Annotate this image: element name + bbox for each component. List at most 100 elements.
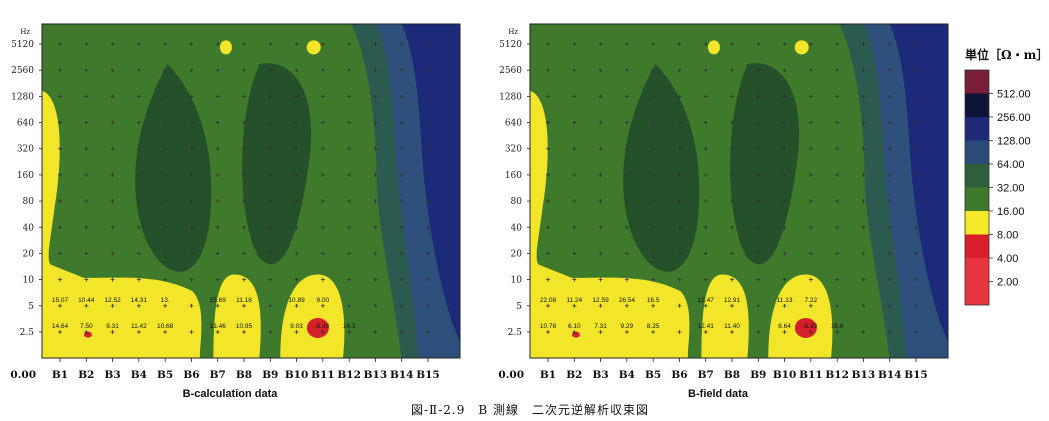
left-x-tick-label: B8: [236, 369, 252, 381]
right-x-tick-label: B13: [852, 369, 876, 381]
right-x-tick-label: B8: [724, 369, 740, 381]
right-y-tick-label: 40: [511, 223, 523, 233]
legend-swatch-above_512: [965, 70, 989, 94]
right-chart-panel: 22.08 11.24 12.59 26.54 16.5 12.47 12.91 11.13 7…: [488, 0, 958, 405]
right-cell-value: 11.24: [566, 297, 582, 304]
right-x-tick-label: B4: [619, 369, 635, 381]
left-y-tick-label: 80: [23, 197, 35, 207]
left-x-tick-label: B11: [311, 369, 335, 381]
left-cell-value: 10.95: [236, 323, 253, 330]
right-x-tick-label: B5: [645, 369, 661, 381]
right-x-axis: 0.00 B1 B2 B3 B4 B5 B6 B7 B8 B9 B10 B11 B12 B13 B14 B15: [498, 358, 928, 381]
legend-swatch-256: [965, 117, 989, 141]
legend-swatch-16: [965, 211, 989, 235]
right-x-tick-label: B7: [698, 369, 714, 381]
legend-level-label: 256.00: [997, 112, 1031, 124]
left-cell-value: 14.3: [343, 323, 356, 330]
right-y-tick-label: 1280: [499, 92, 522, 102]
left-y-tick-label: 20: [23, 249, 35, 259]
left-cell-value: 7.50: [80, 323, 93, 330]
left-navy-region: [401, 24, 460, 342]
legend-swatch-64: [965, 164, 989, 188]
legend-swatch-512: [965, 93, 989, 117]
right-y-tick-label: 640: [505, 119, 522, 129]
left-plot-border: [41, 23, 461, 359]
left-y-axis: 5120 2560 1280 640 320 160 80 40 20 10 5 2.5 Hz: [11, 28, 42, 338]
left-chart-panel: 15.07 10.44 12.52 14.31 13. 15.69 11.18 10.89 9.…: [0, 0, 470, 405]
left-origin-label: 0.00: [10, 369, 36, 381]
right-x-tick-label: B11: [799, 369, 823, 381]
right-cell-value: 16.5: [647, 297, 660, 304]
legend-level-label: 4.00: [997, 253, 1018, 265]
right-cell-value: 7.31: [594, 323, 607, 330]
right-x-tick-label: B3: [592, 369, 608, 381]
left-plot-area: 15.07 10.44 12.52 14.31 13. 15.69 11.18 10.89 9.…: [41, 23, 461, 359]
right-y-tick-label: 5120: [499, 40, 522, 50]
right-cell-value: 6.10: [568, 323, 581, 330]
right-origin-label: 0.00: [498, 369, 524, 381]
legend-swatches: 512.00 256.00 128.00 64.00 32.00 16.00 8.00 4.0…: [964, 69, 1031, 306]
left-cell-value: 13.: [161, 297, 170, 304]
right-yellow-region-left: [530, 90, 690, 359]
right-cell-value: 16.6: [831, 323, 844, 330]
left-chart-svg: 15.07 10.44 12.52 14.31 13. 15.69 11.18 10.89 9.…: [10, 23, 461, 381]
legend-level-label: 512.00: [997, 89, 1031, 101]
left-cell-value: 9.31: [106, 323, 119, 330]
left-y-unit-label: Hz: [20, 28, 30, 36]
right-yellow-region-mid: [701, 274, 749, 358]
right-x-tick-label: B6: [671, 369, 687, 381]
right-plot-area: 22.08 11.24 12.59 26.54 16.5 12.47 12.91 11.13 7…: [529, 23, 949, 359]
left-x-tick-label: B9: [262, 369, 278, 381]
right-red-spot-1: [571, 331, 580, 338]
right-chart-svg: 22.08 11.24 12.59 26.54 16.5 12.47 12.91 11.13 7…: [498, 23, 949, 381]
legend-swatch-128: [965, 140, 989, 164]
legend-level-label: 32.00: [997, 183, 1025, 195]
right-x-tick-label: B12: [825, 369, 849, 381]
right-x-tick-label: B10: [773, 369, 797, 381]
right-red-spot-2: [794, 317, 817, 338]
right-cell-value: 7.22: [805, 297, 818, 304]
right-yellow-spot-1: [707, 40, 720, 55]
right-cell-value: 6.64: [778, 323, 791, 330]
right-cell-value: 12.41: [698, 323, 715, 330]
left-cell-value: 14.64: [52, 323, 69, 330]
right-cell-value: 11.40: [724, 323, 740, 330]
left-y-tick-label: 2560: [11, 66, 34, 76]
left-y-tick-label: 2.5: [20, 328, 35, 338]
left-yellow-spot-1: [219, 40, 232, 55]
left-cell-value: 9.03: [290, 323, 303, 330]
right-x-tick-label: B14: [878, 369, 902, 381]
legend-level-label: 16.00: [997, 206, 1025, 218]
legend-swatch-32: [965, 187, 989, 211]
right-cell-value: 12.91: [724, 297, 741, 304]
left-x-tick-label: B12: [337, 369, 361, 381]
left-dark-green-blob-2: [242, 63, 312, 265]
left-cell-value: 15.07: [52, 297, 69, 304]
left-cell-value: 9.00: [317, 297, 330, 304]
left-yellow-region-left: [42, 90, 202, 359]
left-y-tick-label: 160: [17, 171, 34, 181]
left-y-tick-label: 320: [17, 145, 34, 155]
legend-level-label: 64.00: [997, 159, 1025, 171]
figure-caption: 図-Ⅱ-2.9 B 測線 二次元逆解析収束図: [411, 403, 649, 417]
left-cell-value: 10.89: [288, 297, 305, 304]
right-plot-border: [529, 23, 949, 359]
left-y-tick-label: 5: [28, 302, 34, 312]
left-x-tick-label: B6: [183, 369, 199, 381]
right-x-axis-label: B-field data: [688, 388, 748, 400]
right-y-tick-label: 20: [511, 249, 523, 259]
left-y-tick-label: 1280: [11, 92, 34, 102]
right-y-tick-label: 10: [511, 276, 523, 286]
left-cell-value: 12.52: [104, 297, 121, 304]
left-cell-value: 10.44: [78, 297, 95, 304]
left-yellow-region-mid: [213, 274, 261, 358]
right-cell-value: 9.29: [621, 323, 634, 330]
right-dark-green-blob-1: [623, 64, 700, 272]
right-cell-value: 10.78: [540, 323, 557, 330]
right-x-tick-label: B9: [750, 369, 766, 381]
right-cell-value: 12.59: [592, 297, 609, 304]
right-cell-value: 8.25: [647, 323, 660, 330]
right-y-tick-label: 80: [511, 197, 523, 207]
legend-level-label: 2.00: [997, 277, 1018, 289]
left-x-axis: 0.00 B1 B2 B3 B4 B5 B6 B7 B8 B9 B10 B11 B12 B13 B14 B15: [10, 358, 440, 381]
